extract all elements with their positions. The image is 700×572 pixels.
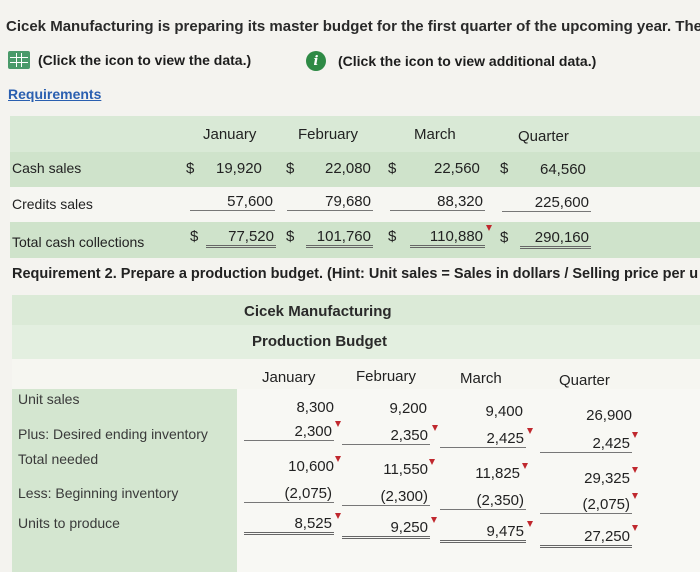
col-header-march: March	[414, 126, 456, 143]
data-link-label[interactable]: (Click the icon to view the data.)	[38, 52, 252, 68]
row-label: Total needed	[18, 451, 99, 467]
currency-symbol: $	[500, 229, 509, 246]
cell-value: 57,600	[190, 193, 275, 211]
production-budget-table: Cicek Manufacturing Production Budget Ja…	[12, 295, 700, 572]
budget-title: Production Budget	[252, 333, 387, 350]
grid-icon[interactable]	[8, 51, 30, 69]
row-label: Total cash collections	[12, 234, 145, 250]
cell-value: 19,920	[216, 160, 262, 177]
label-column	[12, 389, 237, 572]
currency-symbol: $	[388, 228, 397, 245]
data-link[interactable]: (Click the icon to view the data.)	[8, 51, 251, 69]
edit-marker-icon	[632, 525, 638, 531]
cell-value[interactable]: (2,300)	[342, 488, 430, 506]
edit-marker-icon	[632, 467, 638, 473]
edit-marker-icon	[431, 517, 437, 523]
info-link[interactable]: i (Click the icon to view additional dat…	[306, 51, 596, 71]
currency-symbol: $	[186, 160, 195, 177]
edit-marker-icon	[432, 425, 438, 431]
edit-marker-icon	[527, 521, 533, 527]
table-header: January February March Quarter	[10, 116, 700, 153]
col-header-quarter: Quarter	[559, 372, 610, 389]
edit-marker-icon	[335, 421, 341, 427]
info-link-label[interactable]: (Click the icon to view additional data.…	[338, 53, 597, 69]
edit-marker-icon	[522, 463, 528, 469]
cell-value: 110,880	[410, 228, 485, 248]
cell-value: 64,560	[540, 161, 586, 178]
table-row: Total cash collections $ 77,520 $ 101,76…	[10, 222, 700, 258]
edit-marker-icon	[335, 513, 341, 519]
cell-value[interactable]: 2,300	[244, 423, 334, 441]
cell-value[interactable]: 2,425	[440, 430, 526, 448]
cell-value: 77,520	[206, 228, 276, 248]
problem-intro: Cicek Manufacturing is preparing its mas…	[6, 18, 700, 35]
cell-value[interactable]: 9,200	[389, 400, 427, 417]
cell-value[interactable]: 29,325	[584, 470, 630, 487]
col-header-february: February	[356, 368, 417, 385]
column-header-band: January February March Quarter	[12, 359, 700, 389]
cell-value: 22,560	[434, 160, 480, 177]
edit-marker-icon	[335, 456, 341, 462]
cell-value: 225,600	[502, 194, 591, 212]
cell-value[interactable]: 2,350	[342, 427, 430, 445]
col-header-january: January	[203, 126, 257, 143]
cell-value[interactable]: (2,350)	[440, 492, 526, 510]
cell-value[interactable]: 26,900	[586, 407, 632, 424]
requirement-2-heading: Requirement 2. Prepare a production budg…	[12, 266, 699, 282]
cell-value[interactable]: 11,550	[383, 461, 428, 478]
table-row: Cash sales $ 19,920 $ 22,080 $ 22,560 $ …	[10, 152, 700, 187]
col-header-january: January	[262, 369, 316, 386]
cell-value: 101,760	[306, 228, 373, 248]
edit-marker-icon	[486, 225, 492, 231]
cell-value[interactable]: 9,475	[440, 523, 526, 543]
table-row: Credits sales 57,600 79,680 88,320 225,6…	[10, 187, 700, 222]
cell-value[interactable]: (2,075)	[244, 485, 334, 503]
info-icon[interactable]: i	[306, 51, 326, 71]
budget-title-band: Production Budget	[12, 325, 700, 359]
col-header-quarter: Quarter	[518, 128, 569, 145]
col-header-february: February	[298, 126, 359, 143]
currency-symbol: $	[190, 228, 199, 245]
row-label: Units to produce	[18, 515, 120, 531]
row-label: Less: Beginning inventory	[18, 485, 179, 501]
edit-marker-icon	[632, 493, 638, 499]
cell-value: 79,680	[287, 193, 373, 211]
edit-marker-icon	[632, 432, 638, 438]
currency-symbol: $	[286, 160, 295, 177]
cell-value[interactable]: 11,825	[475, 465, 520, 482]
row-label: Cash sales	[12, 160, 82, 176]
cell-value[interactable]: 27,250	[540, 528, 632, 548]
cash-collections-table: January February March Quarter Cash sale…	[10, 116, 700, 258]
company-title-band: Cicek Manufacturing	[12, 295, 700, 325]
requirements-link[interactable]: Requirements	[8, 86, 102, 102]
currency-symbol: $	[500, 160, 509, 177]
col-header-march: March	[460, 370, 502, 387]
cell-value[interactable]: 8,525	[244, 515, 334, 535]
cell-value: 290,160	[520, 229, 591, 249]
cell-value[interactable]: 9,400	[485, 403, 523, 420]
cell-value: 88,320	[390, 193, 485, 211]
row-label: Credits sales	[12, 196, 93, 212]
edit-marker-icon	[429, 459, 435, 465]
currency-symbol: $	[286, 228, 295, 245]
cell-value[interactable]: 8,300	[296, 399, 334, 416]
company-name: Cicek Manufacturing	[244, 303, 392, 320]
row-label: Plus: Desired ending inventory	[18, 426, 208, 442]
cell-value[interactable]: 9,250	[342, 519, 430, 539]
currency-symbol: $	[388, 160, 397, 177]
row-label: Unit sales	[18, 391, 80, 407]
edit-marker-icon	[527, 428, 533, 434]
cell-value[interactable]: (2,075)	[540, 496, 632, 514]
cell-value[interactable]: 10,600	[288, 458, 334, 475]
cell-value: 22,080	[325, 160, 371, 177]
cell-value[interactable]: 2,425	[540, 435, 632, 453]
